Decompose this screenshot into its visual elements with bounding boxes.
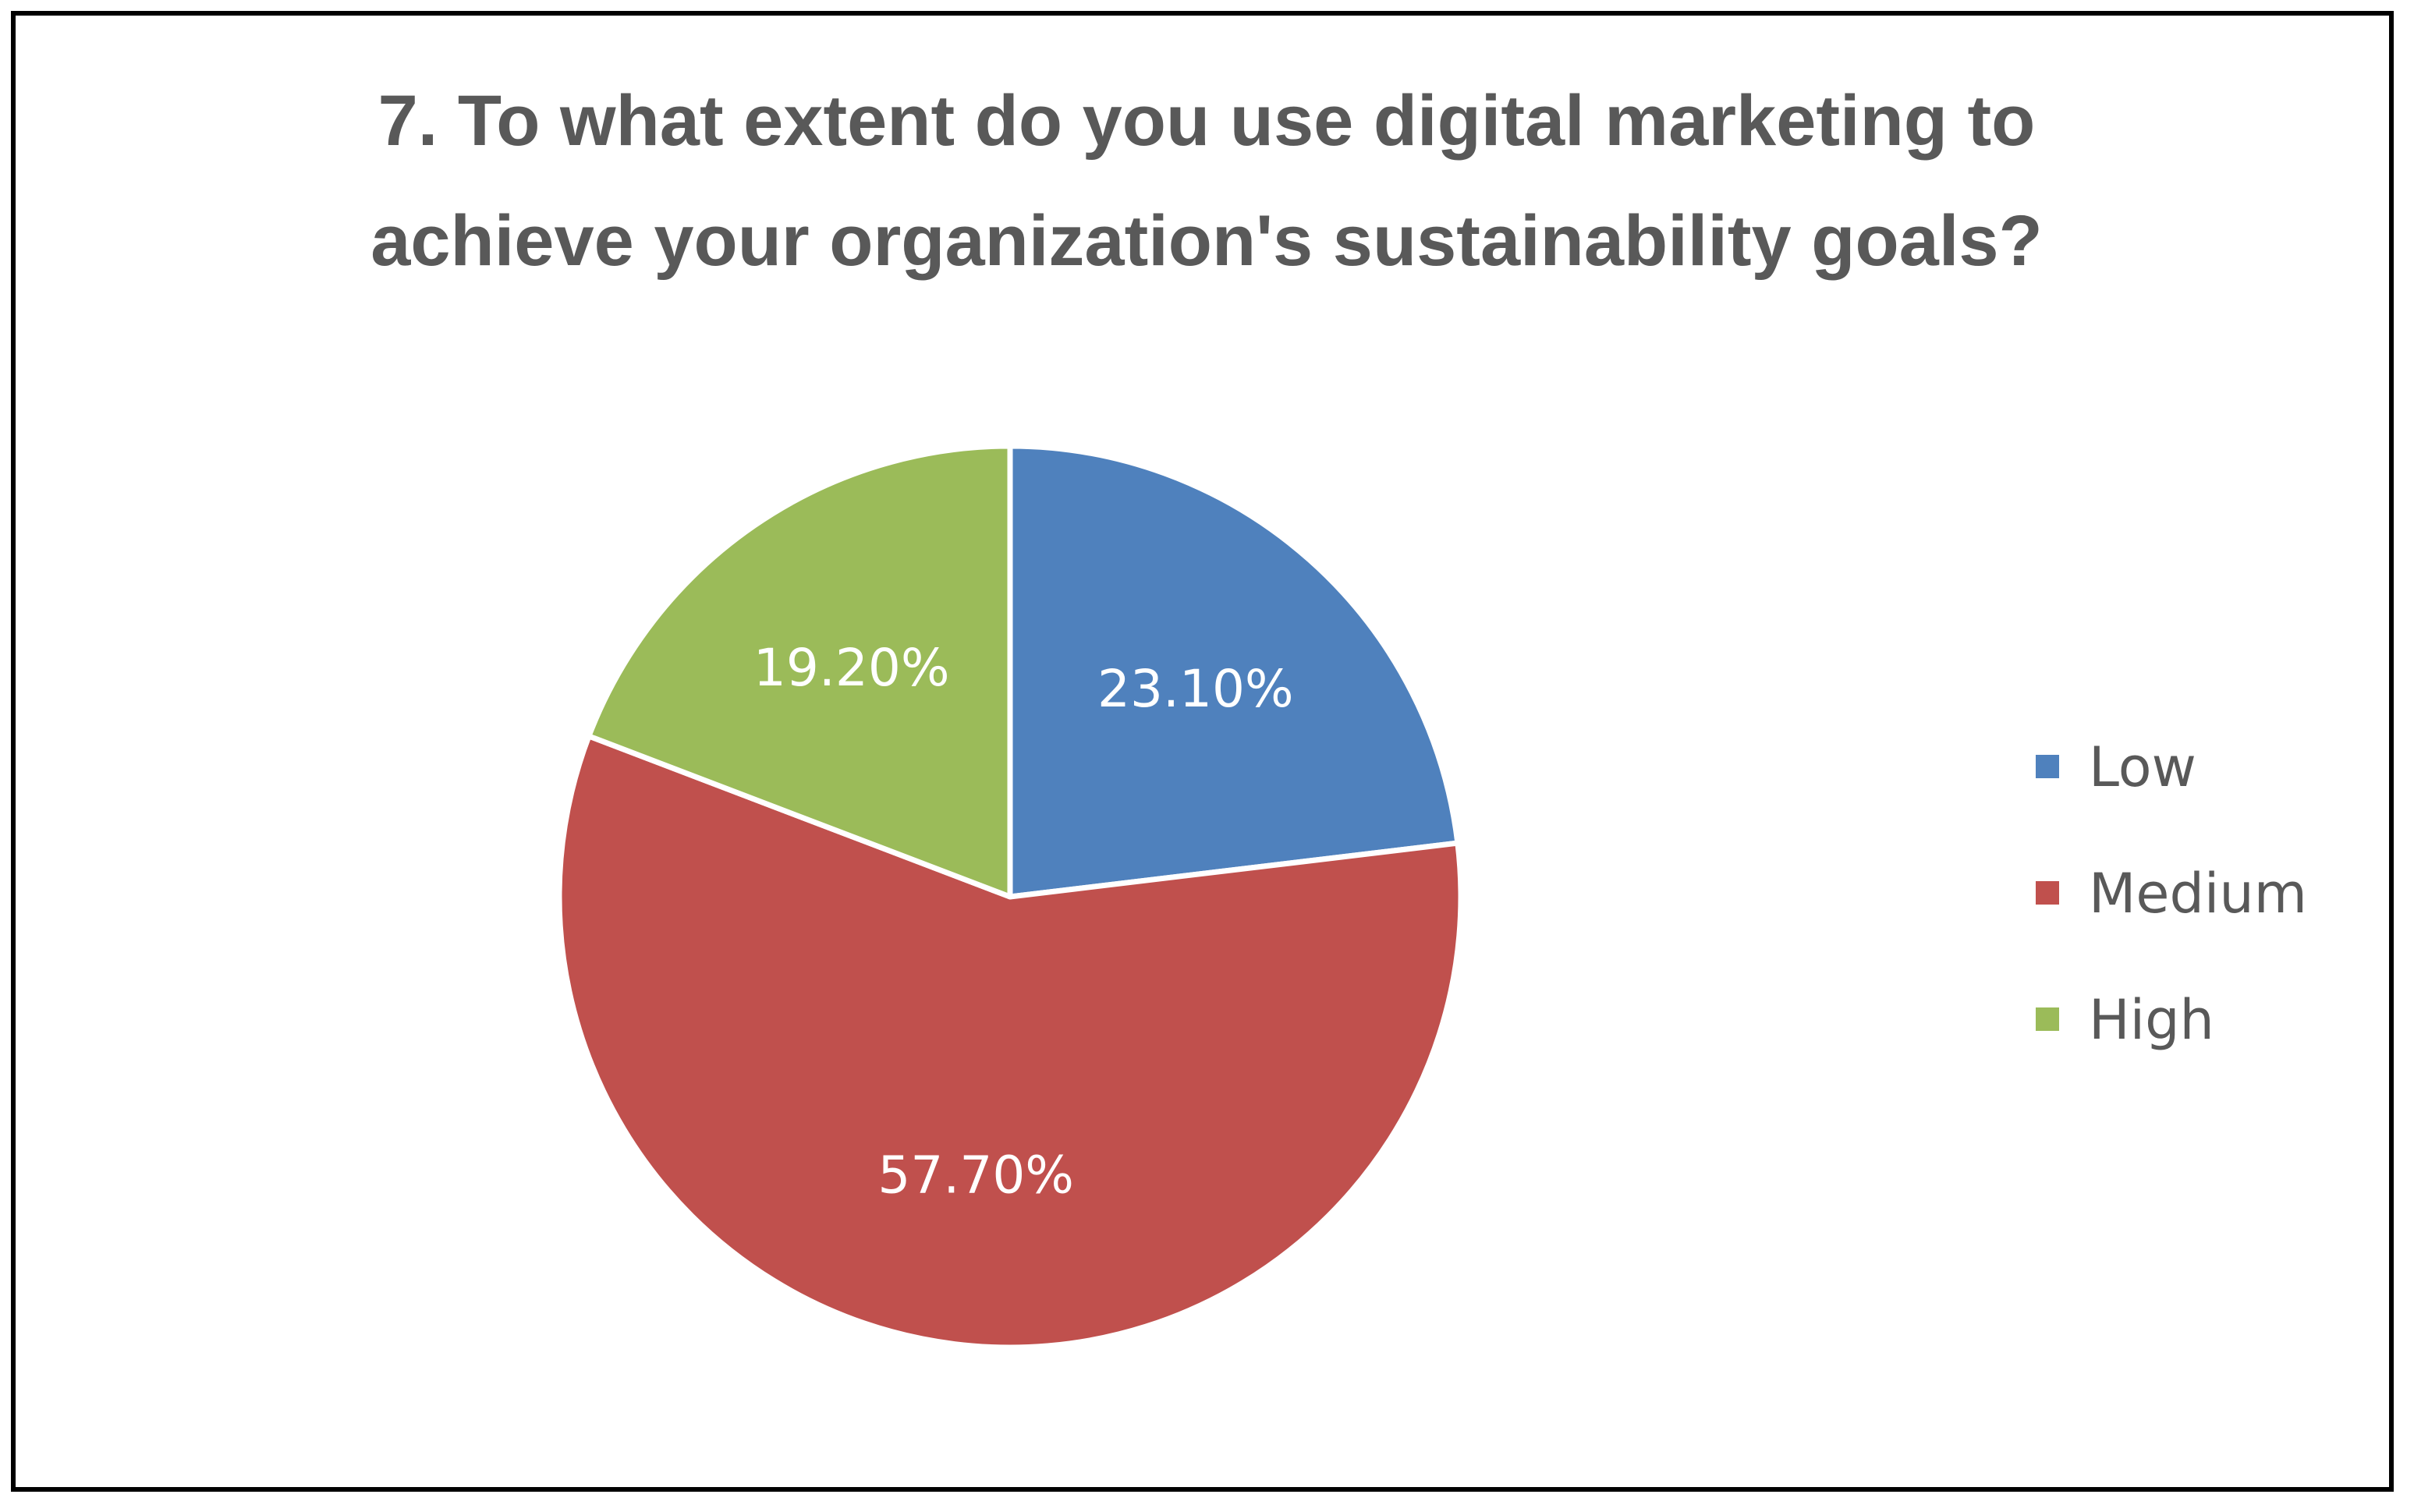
legend-swatch-high [2036, 1007, 2059, 1031]
chart-title-line-2: achieve your organization's sustainabili… [370, 201, 2043, 281]
chart-title: 7. To what extent do you use digital mar… [370, 81, 2043, 281]
pie-slice-medium [556, 733, 1464, 1351]
data-label-low: 23.10% [1097, 659, 1294, 719]
pie-slice-low [1007, 443, 1461, 900]
legend-label-high: High [2089, 988, 2214, 1052]
legend-swatch-medium [2036, 881, 2059, 905]
pie-slice-high [586, 443, 1013, 900]
legend-label-medium: Medium [2089, 862, 2307, 926]
data-label-high: 19.20% [753, 638, 950, 698]
pie-slices [556, 443, 1464, 1351]
chart-legend: Low Medium High [2036, 735, 2307, 1052]
legend-label-low: Low [2089, 735, 2196, 799]
pie-data-labels: 23.10% 57.70% 19.20% [753, 638, 1294, 1206]
legend-swatch-low [2036, 755, 2059, 778]
data-label-medium: 57.70% [877, 1146, 1074, 1206]
chart-title-line-1: 7. To what extent do you use digital mar… [378, 81, 2036, 161]
